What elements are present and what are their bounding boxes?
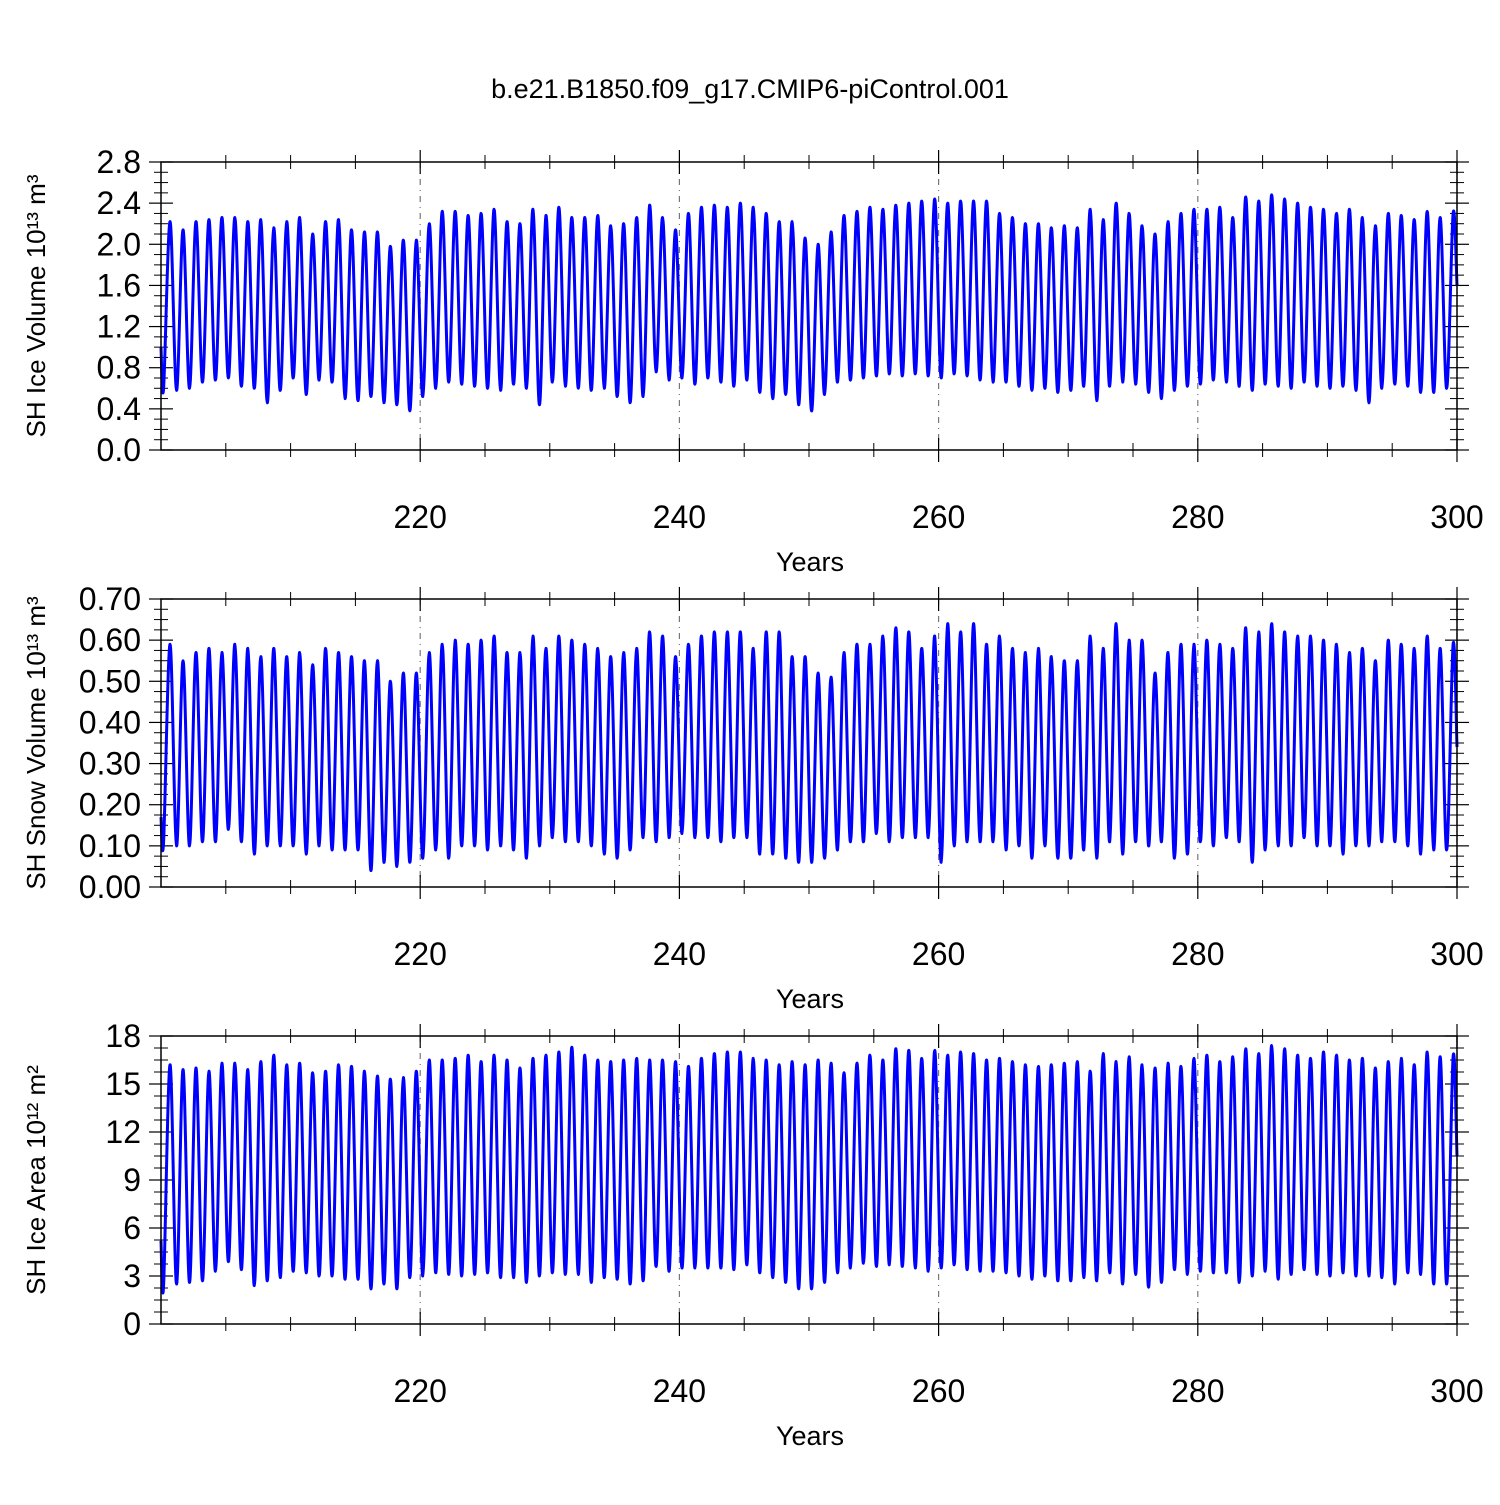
x-tick-label: 240 (653, 499, 706, 535)
y-axis-label: SH Ice Area 10¹² m² (21, 1065, 51, 1295)
y-tick-label: 2.8 (97, 144, 141, 180)
x-tick-label: 280 (1171, 1373, 1224, 1409)
y-axis-label: SH Ice Volume 10¹³ m³ (21, 174, 51, 437)
y-tick-label: 18 (105, 1018, 141, 1054)
y-tick-label: 0.40 (79, 704, 141, 740)
figure-title: b.e21.B1850.f09_g17.CMIP6-piControl.001 (491, 74, 1009, 104)
y-tick-label: 2.4 (97, 185, 141, 221)
y-tick-label: 0 (123, 1306, 141, 1342)
x-tick-label: 220 (394, 1373, 447, 1409)
y-tick-label: 2.0 (97, 226, 141, 262)
x-axis-label: Years (776, 547, 844, 577)
x-tick-label: 280 (1171, 936, 1224, 972)
y-tick-label: 3 (123, 1258, 141, 1294)
data-line (159, 622, 1459, 873)
x-tick-label: 260 (912, 499, 965, 535)
x-tick-label: 220 (394, 499, 447, 535)
y-tick-label: 0.0 (97, 432, 141, 468)
y-tick-label: 0.50 (79, 663, 141, 699)
y-tick-label: 0.60 (79, 622, 141, 658)
plot-frame (160, 1035, 1458, 1325)
y-tick-label: 0.10 (79, 828, 141, 864)
x-axis-label: Years (776, 984, 844, 1014)
x-tick-label: 260 (912, 936, 965, 972)
data-line (159, 193, 1459, 413)
y-tick-label: 0.4 (97, 391, 141, 427)
y-tick-label: 12 (105, 1114, 141, 1150)
y-tick-label: 1.6 (97, 267, 141, 303)
y-tick-label: 0.8 (97, 350, 141, 386)
x-tick-label: 220 (394, 936, 447, 972)
x-tick-label: 240 (653, 1373, 706, 1409)
y-tick-label: 0.70 (79, 581, 141, 617)
data-line (159, 1044, 1459, 1295)
plot-frame (160, 598, 1458, 888)
y-tick-label: 0.30 (79, 746, 141, 782)
y-tick-label: 0.00 (79, 869, 141, 905)
y-tick-label: 1.2 (97, 309, 141, 345)
x-tick-label: 260 (912, 1373, 965, 1409)
x-tick-label: 280 (1171, 499, 1224, 535)
x-tick-label: 300 (1430, 1373, 1483, 1409)
y-tick-label: 9 (123, 1162, 141, 1198)
x-tick-label: 300 (1430, 936, 1483, 972)
x-tick-label: 300 (1430, 499, 1483, 535)
y-tick-label: 15 (105, 1066, 141, 1102)
y-axis-label: SH Snow Volume 10¹³ m³ (21, 596, 51, 890)
plot-frame (160, 161, 1458, 451)
x-tick-label: 240 (653, 936, 706, 972)
y-tick-label: 6 (123, 1210, 141, 1246)
y-tick-label: 0.20 (79, 787, 141, 823)
x-axis-label: Years (776, 1421, 844, 1451)
